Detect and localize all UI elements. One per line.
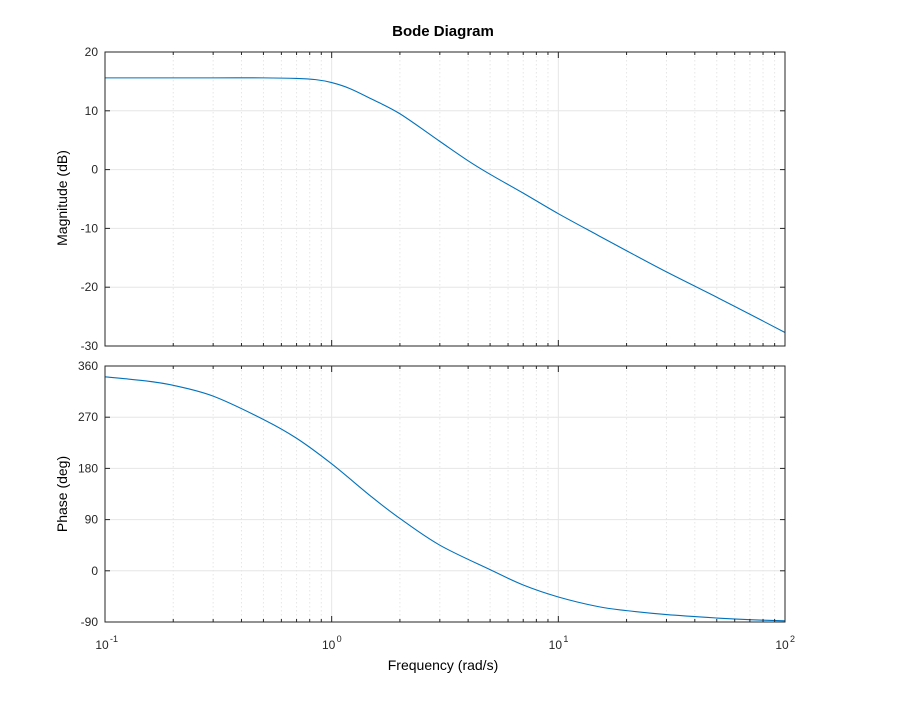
phase-axes-box <box>104 365 786 623</box>
phase-y-axis-label: Phase (deg) <box>54 456 70 532</box>
magnitude-y-tick-label: -20 <box>81 280 99 294</box>
x-tick-label: 10 0 <box>322 634 342 652</box>
phase-y-tick-label: 180 <box>78 461 98 475</box>
magnitude-y-tick-label: 20 <box>85 45 99 59</box>
x-tick-exponent: 1 <box>563 634 568 644</box>
x-tick-label: 10 -1 <box>95 634 118 652</box>
magnitude-y-tick-label: -30 <box>81 339 99 353</box>
phase-y-tick-label: 90 <box>85 513 99 527</box>
phase-y-tick-label: 360 <box>78 359 98 373</box>
x-tick-base: 10 <box>775 638 789 652</box>
phase-y-tick-label: 0 <box>91 564 98 578</box>
x-tick-exponent: 0 <box>337 634 342 644</box>
x-tick-base: 10 <box>322 638 336 652</box>
magnitude-y-tick-label: 10 <box>85 104 99 118</box>
chart-title: Bode Diagram <box>392 23 494 40</box>
phase-series-line <box>104 376 786 622</box>
x-tick-label: 10 1 <box>549 634 569 652</box>
phase-y-tick-label: 270 <box>78 410 98 424</box>
grid-layer <box>105 52 785 622</box>
x-tick-exponent: -1 <box>110 634 118 644</box>
magnitude-y-tick-label: 0 <box>91 163 98 177</box>
x-axis-label: Frequency (rad/s) <box>388 657 498 673</box>
axes-layer <box>104 51 786 623</box>
magnitude-series-line <box>105 77 786 333</box>
x-tick-label: 10 2 <box>775 634 795 652</box>
phase-y-tick-label: -90 <box>81 615 99 629</box>
magnitude-y-axis-label: Magnitude (dB) <box>54 150 70 246</box>
series-layer <box>104 77 786 622</box>
x-tick-base: 10 <box>549 638 563 652</box>
x-tick-exponent: 2 <box>790 634 795 644</box>
magnitude-y-tick-label: -10 <box>81 221 99 235</box>
magnitude-axes-box <box>104 51 786 347</box>
x-tick-base: 10 <box>95 638 109 652</box>
